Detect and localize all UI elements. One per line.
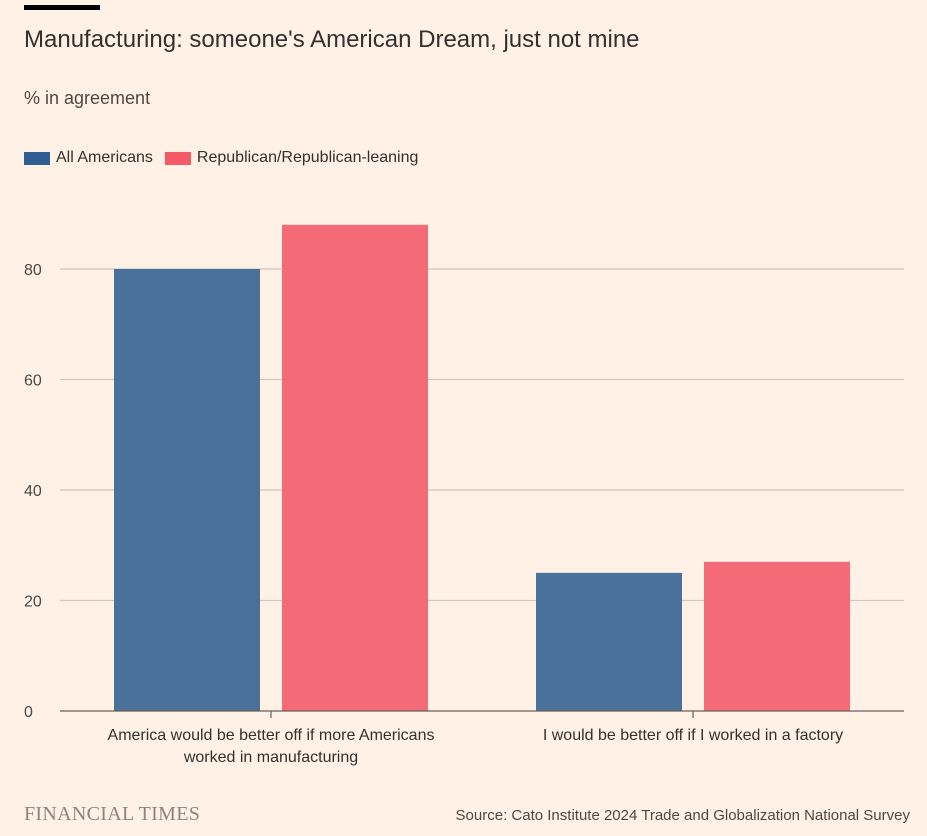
bar-all-americans-1 (114, 269, 260, 711)
x-category-label-1-line-2: worked in manufacturing (183, 749, 358, 766)
chart-subtitle: % in agreement (24, 88, 151, 108)
legend-item-republican: Republican/Republican-leaning (164, 149, 419, 167)
y-tick-label-80: 80 (24, 262, 42, 279)
y-tick-label-20: 20 (24, 594, 42, 611)
legend-label-all-americans: All Americans (56, 149, 153, 166)
chart-title: Manufacturing: someone's American Dream,… (24, 26, 640, 53)
bar-all-americans-2 (536, 572, 682, 711)
source-note: Source: Cato Institute 2024 Trade and Gl… (455, 807, 910, 824)
y-tick-label-40: 40 (24, 483, 42, 500)
y-tick-label-0: 0 (24, 704, 33, 721)
legend-swatch-all-americans (24, 151, 50, 165)
y-tick-label-60: 60 (24, 373, 42, 390)
legend-swatch-republican (164, 151, 191, 165)
ft-logo: FINANCIAL TIMES (24, 803, 201, 825)
bar-republican-2 (704, 561, 850, 711)
top-rule (24, 5, 100, 10)
bar-republican-1 (282, 224, 428, 712)
x-category-label-1-line-1: America would be better off if more Amer… (108, 727, 435, 744)
x-category-label-2-line-1: I would be better off if I worked in a f… (543, 727, 843, 744)
legend-label-republican: Republican/Republican-leaning (196, 149, 419, 166)
legend-item-all-americans: All Americans (24, 149, 153, 167)
legend: All Americans Republican/Republican-lean… (24, 149, 430, 167)
